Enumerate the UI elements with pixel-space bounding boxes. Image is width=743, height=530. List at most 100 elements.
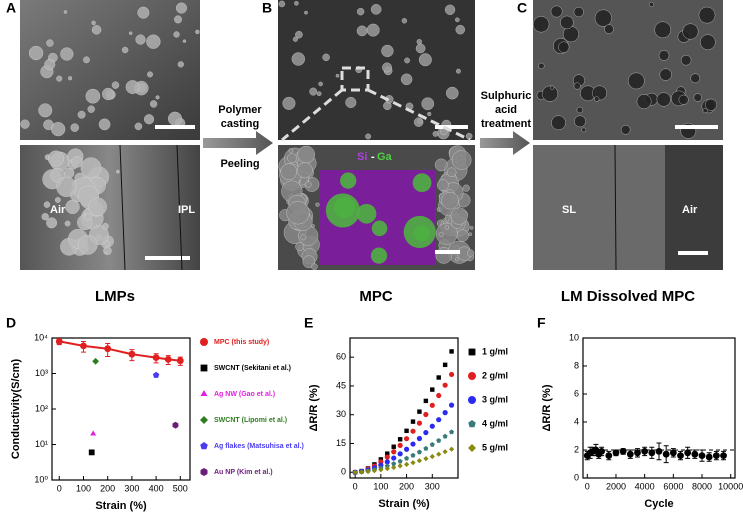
image-label: Ga bbox=[377, 151, 393, 163]
particle bbox=[43, 201, 51, 208]
x-tick-label: 0 bbox=[57, 483, 62, 493]
particle bbox=[91, 20, 96, 26]
particle bbox=[305, 181, 312, 188]
particle bbox=[292, 36, 298, 42]
marker bbox=[410, 452, 416, 458]
x-tick-label: 6000 bbox=[663, 481, 683, 491]
particle bbox=[56, 75, 63, 82]
particle bbox=[322, 53, 330, 62]
marker bbox=[442, 410, 448, 416]
legend-marker bbox=[200, 364, 208, 372]
marker bbox=[152, 354, 160, 362]
particle bbox=[83, 56, 90, 64]
particle bbox=[538, 62, 545, 70]
x-tick-label: 100 bbox=[76, 483, 91, 493]
series-line bbox=[59, 340, 181, 362]
marker bbox=[429, 423, 435, 429]
marker bbox=[384, 454, 390, 460]
marker bbox=[423, 456, 429, 462]
particle bbox=[345, 96, 357, 108]
marker bbox=[619, 448, 627, 455]
marker bbox=[416, 420, 423, 426]
particle bbox=[446, 86, 459, 100]
particle bbox=[63, 10, 68, 14]
particle bbox=[533, 16, 550, 33]
marker bbox=[391, 455, 397, 461]
particle bbox=[295, 242, 305, 252]
marker bbox=[677, 452, 684, 459]
scale-bars bbox=[145, 125, 718, 260]
y-tick-label: 4 bbox=[574, 416, 579, 426]
interface-line bbox=[176, 144, 183, 271]
particle bbox=[415, 43, 426, 54]
legend-marker bbox=[468, 348, 476, 356]
marker bbox=[397, 458, 403, 464]
marker bbox=[436, 375, 441, 380]
particle bbox=[278, 0, 286, 8]
x-tick-label: 100 bbox=[373, 481, 388, 491]
arrow-text: treatment bbox=[481, 118, 531, 130]
particle bbox=[467, 249, 475, 257]
marker bbox=[397, 442, 403, 448]
particle bbox=[382, 62, 392, 73]
sem-image bbox=[278, 0, 475, 140]
particle bbox=[46, 217, 58, 229]
legend-marker bbox=[468, 396, 476, 404]
particle bbox=[146, 34, 161, 49]
particle bbox=[432, 131, 439, 137]
particle bbox=[288, 148, 294, 153]
particle bbox=[20, 119, 30, 129]
particle bbox=[435, 247, 453, 264]
marker bbox=[391, 461, 397, 466]
legend-marker bbox=[200, 390, 208, 396]
plot-frame bbox=[349, 337, 459, 479]
marker bbox=[429, 453, 435, 460]
particle bbox=[174, 15, 182, 24]
particle bbox=[294, 1, 299, 6]
marker bbox=[417, 449, 422, 455]
x-axis-label: Strain (%) bbox=[378, 498, 430, 510]
zoom-lines bbox=[281, 66, 471, 142]
particle bbox=[41, 213, 49, 221]
marker bbox=[662, 450, 670, 458]
particle bbox=[705, 98, 717, 111]
particle bbox=[356, 7, 365, 16]
particle bbox=[102, 87, 115, 101]
particle bbox=[135, 34, 146, 45]
particle bbox=[60, 47, 74, 61]
x-axis-label: Strain (%) bbox=[95, 500, 147, 512]
particles bbox=[20, 0, 717, 270]
particle bbox=[297, 162, 313, 179]
x-tick-label: 400 bbox=[149, 483, 164, 493]
arrow bbox=[203, 131, 273, 155]
particle bbox=[77, 235, 98, 255]
legend-label: 1 g/ml bbox=[482, 346, 508, 356]
zoom-line bbox=[367, 88, 471, 142]
marker bbox=[698, 452, 706, 459]
panel-label: C bbox=[517, 0, 527, 16]
particle bbox=[111, 81, 120, 89]
marker bbox=[384, 466, 390, 472]
panel-label: A bbox=[6, 0, 16, 16]
particle bbox=[282, 96, 296, 110]
particle bbox=[318, 81, 323, 87]
marker bbox=[705, 453, 713, 461]
particle bbox=[103, 246, 112, 256]
particle bbox=[455, 17, 460, 23]
x-tick-label: 200 bbox=[100, 483, 115, 493]
particle bbox=[400, 73, 413, 86]
particle bbox=[702, 108, 708, 114]
particle bbox=[604, 24, 614, 34]
marker bbox=[669, 449, 677, 457]
particle bbox=[541, 85, 559, 102]
marker bbox=[436, 451, 442, 457]
y-tick-label: 2 bbox=[574, 444, 579, 454]
x-tick-label: 300 bbox=[124, 483, 139, 493]
marker bbox=[423, 429, 429, 436]
particle bbox=[125, 80, 140, 94]
marker bbox=[403, 446, 410, 452]
panel-label: F bbox=[537, 315, 546, 331]
legend-label: Ag flakes (Matsuhisa et al.) bbox=[214, 443, 304, 450]
particle bbox=[177, 61, 184, 68]
